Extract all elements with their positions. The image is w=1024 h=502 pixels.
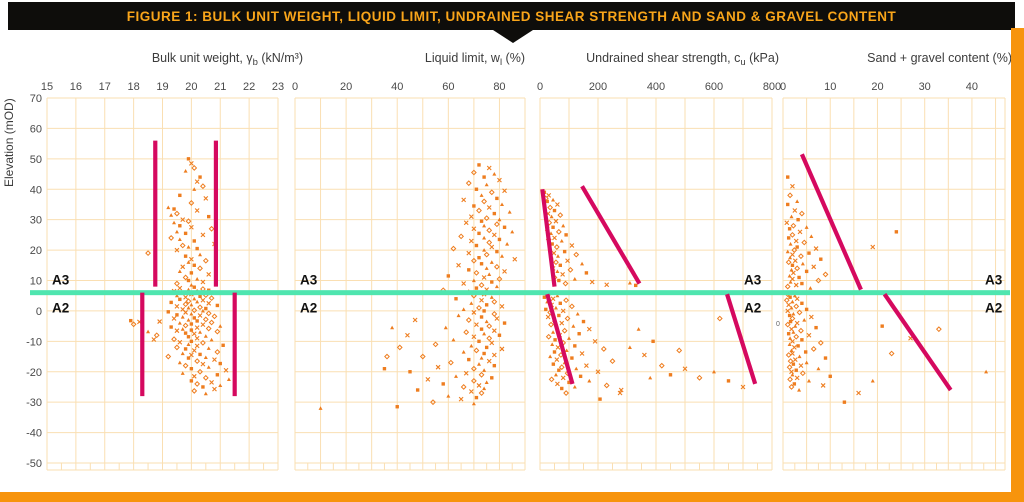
trend-line (540, 188, 557, 287)
zone-label-a2-2: A2 (300, 301, 317, 316)
x-axis-tick-labels: 0 200 400 600 800 (537, 81, 781, 93)
x-tick-label: 40 (391, 81, 403, 93)
x-tick-label: 10 (824, 81, 836, 93)
elevation-tick-label: 40 (30, 184, 42, 196)
x-axis-tick-labels: 0 10 20 30 40 (780, 81, 978, 93)
trend-line (545, 293, 575, 385)
panel-grid (539, 97, 773, 471)
x-axis-tick-labels: 15 16 17 18 19 20 21 22 23 (41, 81, 284, 93)
zone-label-a3-1: A3 (52, 273, 70, 288)
x-tick-label: 23 (272, 81, 284, 93)
elevation-tick-label: -30 (26, 397, 42, 409)
trend-line (882, 292, 953, 392)
x-tick-label: 0 (780, 81, 786, 93)
zone-label-a3-4: A3 (985, 273, 1003, 288)
x-tick-label: 200 (589, 81, 607, 93)
x-tick-label: 19 (156, 81, 168, 93)
trend-lines-undrained-shear-strength (540, 185, 758, 385)
elevation-tick-label: 60 (30, 123, 42, 135)
elevation-tick-labels: 70 60 50 40 30 20 10 0 -10 -20 -30 -40 -50 (26, 93, 42, 470)
panel-bulk-unit-weight: 15 16 17 18 19 20 21 22 23 Bulk unit weight, γb (… (41, 51, 303, 471)
panel-title-sand-gravel-content: Sand + gravel content (%) (867, 51, 1012, 65)
zone-label-a2-3: A2 (744, 301, 761, 316)
x-tick-label: 15 (41, 81, 53, 93)
stratum-boundary-line (30, 290, 1010, 296)
scatter-points (542, 190, 746, 401)
x-tick-label: 400 (647, 81, 665, 93)
panel-liquid-limit: 0 20 40 60 80 Liquid limit, wl (%) (292, 51, 526, 471)
trend-lines-bulk-unit-weight (140, 140, 237, 397)
x-tick-label: 17 (99, 81, 111, 93)
elevation-tick-label: -20 (26, 367, 42, 379)
x-tick-label: 20 (871, 81, 883, 93)
x-tick-label: 22 (243, 81, 255, 93)
x-tick-label: 0 (537, 81, 543, 93)
elevation-tick-label: 70 (30, 93, 42, 105)
x-tick-label: 40 (966, 81, 978, 93)
zone-label-a2-4: A2 (985, 301, 1002, 316)
figure-title: FIGURE 1: BULK UNIT WEIGHT, LIQUID LIMIT… (126, 8, 897, 24)
elevation-tick-label: -40 (26, 428, 42, 440)
panel-title-liquid-limit: Liquid limit, wl (%) (425, 51, 525, 68)
panel-undrained-shear-strength: 0 200 400 600 800 Undrained shear strength, c… (537, 51, 781, 471)
zone-label-a3-2: A3 (300, 273, 318, 288)
elevation-tick-label: -10 (26, 336, 42, 348)
elevation-axis-title: Elevation (mOD) (2, 98, 16, 187)
x-tick-label: 20 (340, 81, 352, 93)
x-tick-label: 800 (763, 81, 781, 93)
panel-sand-gravel-content: 0 10 20 30 40 Sand + gravel content (%) (780, 51, 1012, 471)
elevation-tick-label: 50 (30, 154, 42, 166)
elevation-tick-label: 0 (36, 306, 42, 318)
right-frame-bar (1011, 28, 1024, 502)
panel-grid (46, 97, 279, 471)
x-tick-label: 0 (292, 81, 298, 93)
bottom-frame-bar (0, 492, 1024, 502)
panel-title-undrained-shear-strength: Undrained shear strength, cu (kPa) (586, 51, 779, 68)
trend-line (725, 293, 758, 385)
banner-pointer-triangle (493, 30, 533, 43)
elevation-tick-label: 30 (30, 215, 42, 227)
trend-lines-sand-gravel-content (799, 153, 953, 392)
x-tick-label: 600 (705, 81, 723, 93)
x-tick-label: 18 (128, 81, 140, 93)
x-tick-label: 80 (493, 81, 505, 93)
zone-label-a3-3: A3 (744, 273, 762, 288)
scatter-points (129, 157, 231, 396)
trend-line (580, 185, 642, 285)
x-tick-label: 21 (214, 81, 226, 93)
figure-title-banner: FIGURE 1: BULK UNIT WEIGHT, LIQUID LIMIT… (8, 2, 1015, 30)
elevation-tick-label: 10 (30, 276, 42, 288)
trend-line (799, 153, 863, 291)
x-tick-label: 60 (442, 81, 454, 93)
x-axis-tick-labels: 0 20 40 60 80 (292, 81, 506, 93)
scatter-points (318, 163, 518, 410)
elevation-tick-label: 20 (30, 245, 42, 257)
panel-title-bulk-unit-weight: Bulk unit weight, γb (kN/m³) (152, 51, 303, 68)
panel-grid (782, 97, 1006, 471)
zone-label-a2-1: A2 (52, 301, 69, 316)
x-tick-label: 16 (70, 81, 82, 93)
x-tick-label: 20 (185, 81, 197, 93)
scatter-points (783, 175, 989, 404)
x-tick-label: 30 (919, 81, 931, 93)
panel-grid (294, 97, 526, 471)
stray-axis-zero-label: 0 (776, 321, 780, 328)
elevation-tick-label: -50 (26, 458, 42, 470)
